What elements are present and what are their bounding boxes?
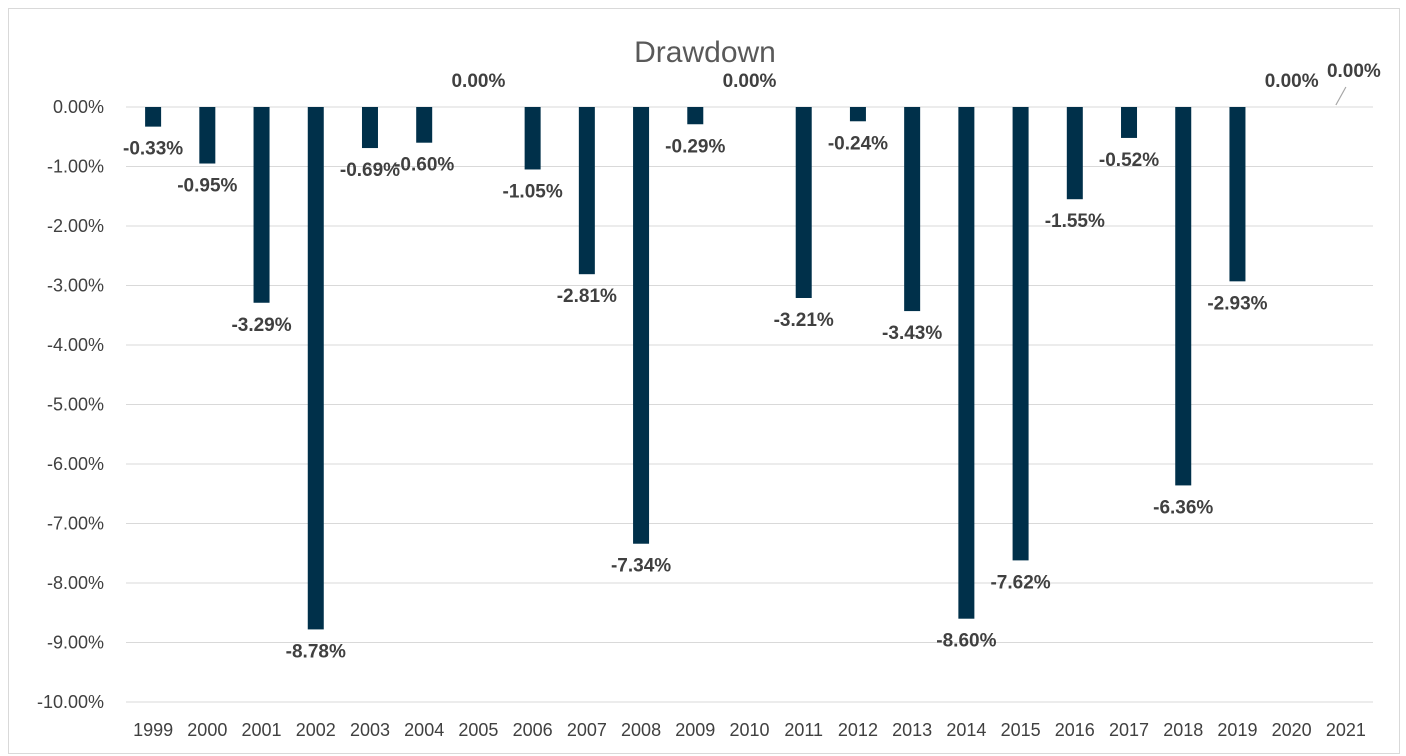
data-label: -3.21%: [774, 310, 834, 331]
data-label: -0.33%: [123, 139, 183, 160]
x-tick-label: 2015: [1001, 720, 1041, 740]
chart-title: Drawdown: [634, 36, 776, 69]
bar: [1175, 107, 1192, 486]
data-label: -0.60%: [394, 155, 454, 176]
bar: [253, 107, 270, 303]
y-tick-label: -7.00%: [47, 514, 104, 534]
x-tick-label: 1999: [133, 720, 173, 740]
y-tick-label: -5.00%: [47, 395, 104, 415]
bar: [578, 107, 595, 275]
data-label: -2.81%: [557, 286, 617, 307]
bar: [1229, 107, 1246, 282]
x-tick-label: 2003: [350, 720, 390, 740]
x-tick-label: 2017: [1109, 720, 1149, 740]
data-label: -8.78%: [286, 641, 346, 662]
y-tick-label: -2.00%: [47, 216, 104, 236]
data-label: 0.00%: [723, 71, 777, 92]
bar: [361, 107, 378, 149]
x-tick-label: 2014: [946, 720, 986, 740]
bar: [849, 107, 866, 122]
data-label: 0.00%: [451, 71, 505, 92]
data-labels: -0.33% -0.95% -3.29% -8.78% -0.69%-0.60% 0.00…: [123, 61, 1381, 662]
x-tick-label: 2000: [187, 720, 227, 740]
bar: [524, 107, 541, 170]
x-tick-label: 2018: [1163, 720, 1203, 740]
data-label: -7.62%: [990, 572, 1050, 593]
data-label: -0.24%: [828, 133, 888, 154]
x-tick-label: 2012: [838, 720, 878, 740]
x-tick-label: 2006: [513, 720, 553, 740]
bar: [1121, 107, 1138, 138]
bar-series: [145, 107, 1246, 630]
x-tick-label: 2020: [1272, 720, 1312, 740]
bar: [904, 107, 921, 312]
data-label: -1.05%: [503, 181, 563, 202]
chart-frame: [8, 8, 1400, 754]
bar: [307, 107, 324, 630]
x-tick-label: 2010: [729, 720, 769, 740]
bar: [1012, 107, 1029, 561]
x-tick-label: 2001: [242, 720, 282, 740]
x-tick-label: 2016: [1055, 720, 1095, 740]
bar: [1066, 107, 1083, 200]
data-label: -0.52%: [1099, 150, 1159, 171]
y-tick-label: -10.00%: [37, 692, 104, 712]
x-axis: 1999 2000 2001 2002 2003 2004 2005 2006 2007 2008…: [133, 720, 1366, 740]
data-label: -8.60%: [936, 631, 996, 652]
bar: [633, 107, 650, 544]
bar: [958, 107, 975, 619]
x-tick-label: 2013: [892, 720, 932, 740]
data-label: -0.29%: [665, 136, 725, 157]
data-label: -2.93%: [1207, 293, 1267, 314]
data-label: -0.95%: [177, 176, 237, 197]
x-tick-label: 2004: [404, 720, 444, 740]
x-tick-label: 2007: [567, 720, 607, 740]
y-axis: 0.00% -1.00% -2.00% -3.00% -4.00% -5.00% -6.00…: [37, 97, 104, 712]
x-tick-label: 2011: [784, 720, 823, 740]
y-tick-label: -3.00%: [47, 276, 104, 296]
x-tick-label: 2005: [458, 720, 498, 740]
data-label: -0.69%: [340, 160, 400, 181]
data-label: -7.34%: [611, 556, 671, 577]
data-label: 0.00%: [1265, 71, 1319, 92]
y-tick-label: -4.00%: [47, 335, 104, 355]
x-tick-label: 2021: [1326, 720, 1366, 740]
leader-line: [1335, 86, 1347, 106]
data-label: -3.29%: [231, 315, 291, 336]
data-label: 0.00%: [1327, 61, 1381, 82]
grid-layer: [126, 106, 1373, 703]
bar: [795, 107, 812, 298]
data-label: -1.55%: [1045, 211, 1105, 232]
y-tick-label: -9.00%: [47, 633, 104, 653]
bar: [687, 107, 704, 125]
y-tick-label: -1.00%: [47, 157, 104, 177]
bar: [145, 107, 162, 127]
bar: [199, 107, 216, 164]
y-tick-label: -8.00%: [47, 573, 104, 593]
x-tick-label: 2009: [675, 720, 715, 740]
data-label: -3.43%: [882, 323, 942, 344]
x-tick-label: 2002: [296, 720, 336, 740]
bar: [416, 107, 433, 143]
x-tick-label: 2008: [621, 720, 661, 740]
y-tick-label: -6.00%: [47, 454, 104, 474]
data-label: -6.36%: [1153, 497, 1213, 518]
y-tick-label: 0.00%: [53, 97, 104, 117]
x-tick-label: 2019: [1217, 720, 1257, 740]
